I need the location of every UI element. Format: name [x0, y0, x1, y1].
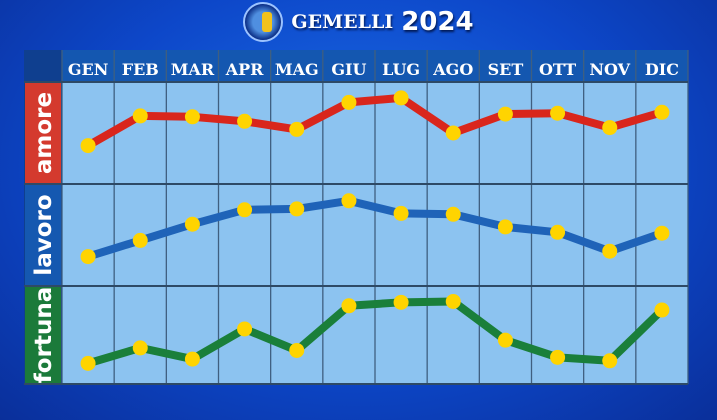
data-point-fortuna	[393, 294, 409, 310]
month-label: AGO	[432, 60, 473, 79]
data-point-lavoro	[654, 225, 670, 241]
data-point-amore	[602, 120, 618, 136]
data-point-amore	[445, 125, 461, 141]
data-point-fortuna	[80, 355, 96, 371]
category-label-bg	[25, 287, 61, 383]
data-point-fortuna	[654, 302, 670, 318]
data-point-fortuna	[497, 332, 513, 348]
data-point-amore	[132, 108, 148, 124]
data-point-amore	[184, 109, 200, 125]
month-label: SET	[488, 60, 524, 79]
data-point-lavoro	[80, 249, 96, 265]
month-label: MAR	[171, 60, 215, 79]
data-point-fortuna	[237, 321, 253, 337]
data-point-lavoro	[289, 201, 305, 217]
data-point-amore	[237, 113, 253, 129]
series-line-amore	[86, 93, 664, 150]
category-label-bg	[25, 185, 61, 285]
data-point-lavoro	[393, 205, 409, 221]
data-point-fortuna	[132, 340, 148, 356]
data-point-lavoro	[184, 216, 200, 232]
month-label: MAG	[275, 60, 319, 79]
data-point-amore	[80, 138, 96, 154]
month-label: FEB	[122, 60, 159, 79]
sign-name: GEMELLI	[291, 11, 394, 33]
data-point-fortuna	[445, 293, 461, 309]
month-label: APR	[225, 60, 264, 79]
gemini-logo-icon	[243, 2, 284, 42]
month-label: LUG	[382, 60, 420, 79]
data-point-lavoro	[132, 232, 148, 248]
data-point-amore	[393, 90, 409, 106]
data-point-amore	[550, 105, 566, 121]
data-point-amore	[341, 94, 357, 110]
data-point-lavoro	[237, 202, 253, 218]
data-point-amore	[654, 104, 670, 120]
data-point-lavoro	[497, 219, 513, 235]
data-point-lavoro	[445, 206, 461, 222]
month-label: GIU	[331, 60, 366, 79]
data-point-amore	[497, 106, 513, 122]
title: GEMELLI 2024	[0, 2, 717, 42]
series-line-lavoro	[86, 196, 664, 261]
data-point-fortuna	[341, 298, 357, 314]
data-point-lavoro	[341, 193, 357, 209]
data-point-lavoro	[550, 224, 566, 240]
data-point-fortuna	[184, 351, 200, 367]
category-label-fortuna: fortuna	[31, 287, 57, 383]
month-label: OTT	[539, 60, 576, 79]
month-label: GEN	[68, 60, 108, 79]
month-label: NOV	[589, 60, 630, 79]
data-point-amore	[289, 121, 305, 137]
data-point-lavoro	[602, 243, 618, 259]
series-line-fortuna	[86, 297, 665, 368]
category-label-lavoro: lavoro	[31, 194, 57, 275]
category-label-amore: amore	[31, 92, 57, 174]
year: 2024	[401, 7, 474, 37]
data-point-fortuna	[602, 353, 618, 369]
category-label-bg	[25, 83, 61, 183]
month-label: DIC	[645, 60, 679, 79]
data-point-fortuna	[289, 342, 305, 358]
data-point-fortuna	[550, 349, 566, 365]
